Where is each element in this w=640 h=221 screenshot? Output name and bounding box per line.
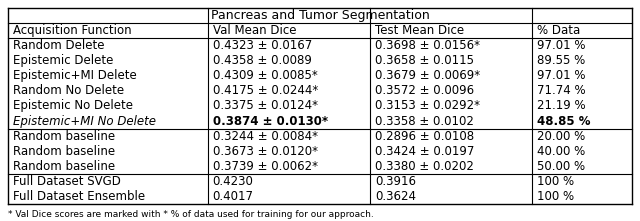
Text: 0.3698 ± 0.0156*: 0.3698 ± 0.0156*	[375, 39, 480, 52]
Text: Random baseline: Random baseline	[13, 145, 115, 158]
Text: 97.01 %: 97.01 %	[538, 69, 586, 82]
Text: Test Mean Dice: Test Mean Dice	[375, 24, 464, 37]
Text: 0.4230: 0.4230	[212, 175, 253, 188]
Text: 71.74 %: 71.74 %	[538, 84, 586, 97]
Text: Epistemic Delete: Epistemic Delete	[13, 54, 113, 67]
Text: 0.3624: 0.3624	[375, 190, 416, 203]
Text: 0.4358 ± 0.0089: 0.4358 ± 0.0089	[212, 54, 312, 67]
Text: 40.00 %: 40.00 %	[538, 145, 586, 158]
Text: Epistemic+MI No Delete: Epistemic+MI No Delete	[13, 114, 156, 128]
Text: 0.3244 ± 0.0084*: 0.3244 ± 0.0084*	[212, 130, 317, 143]
Text: 0.4309 ± 0.0085*: 0.4309 ± 0.0085*	[212, 69, 317, 82]
Text: 20.00 %: 20.00 %	[538, 130, 586, 143]
Text: 0.3673 ± 0.0120*: 0.3673 ± 0.0120*	[212, 145, 317, 158]
Text: 0.2896 ± 0.0108: 0.2896 ± 0.0108	[375, 130, 474, 143]
Text: Random baseline: Random baseline	[13, 130, 115, 143]
Text: Full Dataset Ensemble: Full Dataset Ensemble	[13, 190, 145, 203]
Text: 0.4175 ± 0.0244*: 0.4175 ± 0.0244*	[212, 84, 318, 97]
Text: 100 %: 100 %	[538, 175, 575, 188]
Text: 0.4017: 0.4017	[212, 190, 253, 203]
Text: 0.4323 ± 0.0167: 0.4323 ± 0.0167	[212, 39, 312, 52]
Text: 21.19 %: 21.19 %	[538, 99, 586, 112]
Text: Pancreas and Tumor Segmentation: Pancreas and Tumor Segmentation	[211, 9, 429, 22]
Text: 50.00 %: 50.00 %	[538, 160, 586, 173]
Text: 89.55 %: 89.55 %	[538, 54, 586, 67]
Text: Full Dataset SVGD: Full Dataset SVGD	[13, 175, 121, 188]
Text: 0.3679 ± 0.0069*: 0.3679 ± 0.0069*	[375, 69, 480, 82]
Text: Val Mean Dice: Val Mean Dice	[212, 24, 296, 37]
Text: 0.3739 ± 0.0062*: 0.3739 ± 0.0062*	[212, 160, 317, 173]
Text: % Data: % Data	[538, 24, 580, 37]
Text: 0.3874 ± 0.0130*: 0.3874 ± 0.0130*	[212, 114, 328, 128]
Text: 0.3658 ± 0.0115: 0.3658 ± 0.0115	[375, 54, 474, 67]
Text: 48.85 %: 48.85 %	[538, 114, 591, 128]
Text: 0.3380 ± 0.0202: 0.3380 ± 0.0202	[375, 160, 474, 173]
Text: 0.3358 ± 0.0102: 0.3358 ± 0.0102	[375, 114, 474, 128]
Text: 0.3424 ± 0.0197: 0.3424 ± 0.0197	[375, 145, 474, 158]
Text: 0.3572 ± 0.0096: 0.3572 ± 0.0096	[375, 84, 474, 97]
Text: Acquisition Function: Acquisition Function	[13, 24, 131, 37]
Text: Epistemic+MI Delete: Epistemic+MI Delete	[13, 69, 136, 82]
Text: 97.01 %: 97.01 %	[538, 39, 586, 52]
Text: 0.3153 ± 0.0292*: 0.3153 ± 0.0292*	[375, 99, 480, 112]
Text: Random No Delete: Random No Delete	[13, 84, 124, 97]
Text: Epistemic No Delete: Epistemic No Delete	[13, 99, 133, 112]
Text: Random baseline: Random baseline	[13, 160, 115, 173]
Text: 0.3916: 0.3916	[375, 175, 416, 188]
Text: 100 %: 100 %	[538, 190, 575, 203]
Text: Random Delete: Random Delete	[13, 39, 104, 52]
Text: 0.3375 ± 0.0124*: 0.3375 ± 0.0124*	[212, 99, 317, 112]
Text: * Val Dice scores are marked with * % of data used for training for our approach: * Val Dice scores are marked with * % of…	[8, 210, 374, 219]
